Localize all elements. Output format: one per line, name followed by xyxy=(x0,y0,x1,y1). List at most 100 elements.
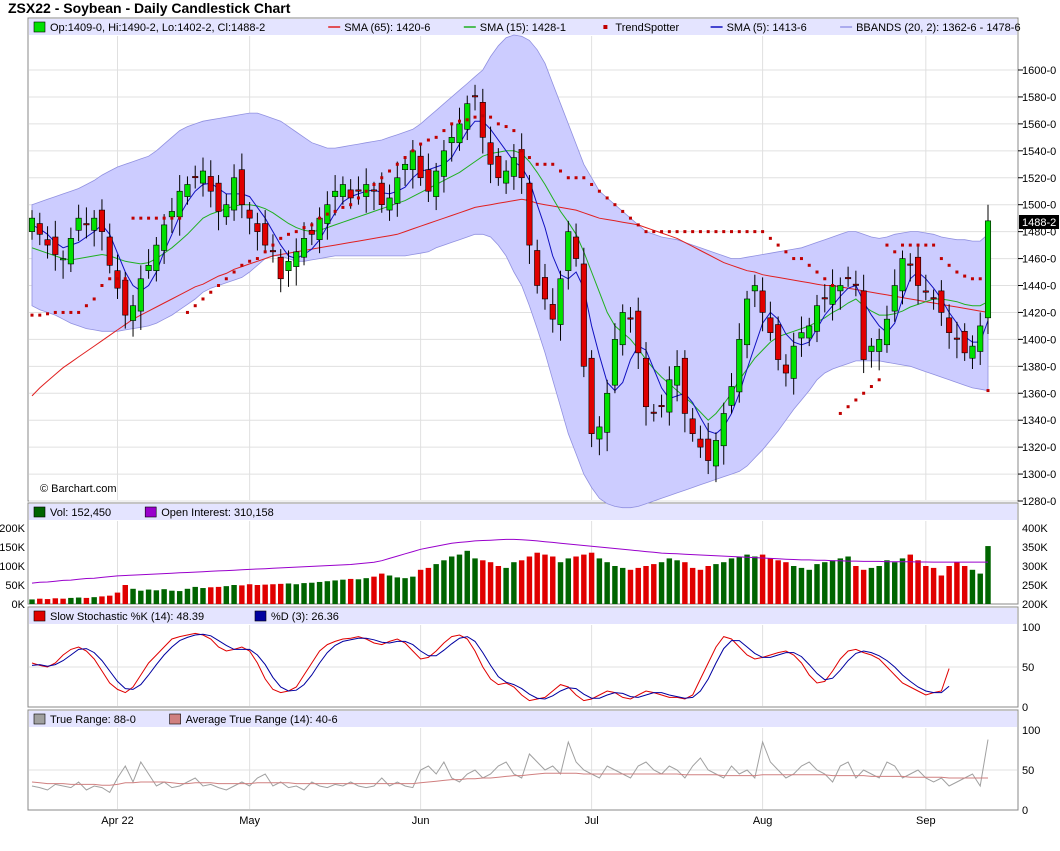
tr-tick-label: 0 xyxy=(1022,805,1028,817)
candle-body xyxy=(409,150,416,170)
candle-body xyxy=(697,438,704,448)
candle-body xyxy=(744,298,751,346)
true-range-line xyxy=(31,739,989,794)
trendspotter-dot xyxy=(597,189,601,193)
price-tick-label: 1540-0 xyxy=(1022,146,1056,158)
sma15-line xyxy=(31,150,989,421)
trendspotter-dot xyxy=(201,297,205,301)
candle-body xyxy=(534,250,541,286)
candle-body xyxy=(961,330,968,354)
trendspotter-dot xyxy=(761,230,765,234)
volume-bar xyxy=(627,569,634,604)
trendspotter-dot xyxy=(939,257,943,261)
volume-bar xyxy=(829,560,836,604)
trendspotter-dot xyxy=(388,169,392,173)
candle-body xyxy=(301,238,308,258)
volume-bar xyxy=(394,577,401,604)
trendspotter-dot xyxy=(986,389,990,393)
volume-bar xyxy=(75,597,82,604)
volume-bar xyxy=(892,562,898,604)
trendspotter-dot xyxy=(784,250,788,254)
sma5-line xyxy=(31,120,989,435)
trendspotter-dot xyxy=(92,297,96,301)
candle-body xyxy=(790,345,797,379)
candle-body xyxy=(215,182,222,212)
volume-bar xyxy=(767,558,774,604)
chart-title: ZSX22 - Soybean - Daily Candlestick Char… xyxy=(8,0,291,16)
candle-body xyxy=(604,392,611,433)
volume-bar xyxy=(169,590,175,604)
volume-bar xyxy=(713,564,719,604)
candle-body xyxy=(953,337,960,340)
candle-body xyxy=(370,189,378,192)
trendspotter-dot xyxy=(667,230,671,234)
candle-body xyxy=(681,357,688,414)
price-legend-label: TrendSpotter xyxy=(615,22,679,34)
candle-body xyxy=(456,123,463,144)
trendspotter-dot xyxy=(185,310,189,314)
trendspotter-dot xyxy=(279,236,283,240)
volume-bar xyxy=(588,552,595,604)
candle-body xyxy=(860,290,867,360)
trendspotter-dot xyxy=(193,304,197,308)
tr-tick-label: 50 xyxy=(1022,765,1034,777)
candle-body xyxy=(922,290,929,293)
trendspotter-dot xyxy=(380,176,384,180)
volume-bar xyxy=(215,586,222,604)
candle-body xyxy=(969,345,976,359)
volume-bar xyxy=(721,562,727,604)
volume-bar xyxy=(231,585,237,604)
price-tick-label: 1400-0 xyxy=(1022,334,1056,346)
candle-body xyxy=(184,184,191,197)
trendspotter-dot xyxy=(271,243,275,247)
volume-bar xyxy=(114,592,121,604)
volume-bar xyxy=(985,546,991,604)
trendspotter-dot xyxy=(318,216,322,220)
volume-legend-label: Vol: 152,450 xyxy=(50,507,111,519)
volume-bar xyxy=(876,566,882,604)
trendspotter-dot xyxy=(481,114,485,118)
volume-bar xyxy=(682,562,688,604)
trendspotter-dot xyxy=(590,182,594,186)
candle-body xyxy=(526,182,533,246)
volume-bar xyxy=(930,567,937,604)
candle-body xyxy=(845,277,852,280)
trendspotter-dot xyxy=(46,312,50,316)
trendspotter-dot xyxy=(714,230,718,234)
trendspotter-dot xyxy=(286,232,290,236)
volume-bar xyxy=(581,554,587,604)
candle-body xyxy=(635,310,642,354)
volume-bar xyxy=(643,566,649,604)
volume-bar xyxy=(783,562,789,604)
trendspotter-dot xyxy=(457,119,461,123)
candle-body xyxy=(674,366,681,386)
price-tick-label: 1580-0 xyxy=(1022,92,1056,104)
trendspotter-dot xyxy=(683,230,687,234)
price-tick-label: 1480-0 xyxy=(1022,227,1056,239)
trendspotter-dot xyxy=(325,212,329,216)
candle-body xyxy=(619,312,626,346)
volume-bar xyxy=(176,591,183,604)
candle-body xyxy=(549,304,556,320)
trendspotter-dot xyxy=(854,398,858,402)
candle-body xyxy=(503,170,510,184)
volume-bar xyxy=(309,582,315,604)
trendspotter-dot xyxy=(489,115,493,119)
trendspotter-dot xyxy=(170,216,174,220)
candle-body xyxy=(883,318,890,346)
candle-body xyxy=(829,285,836,305)
volume-bar xyxy=(573,556,579,604)
tr-legend-bar xyxy=(29,711,1017,727)
candle-body xyxy=(596,426,603,440)
candle-body xyxy=(852,283,859,286)
candle-body xyxy=(199,170,207,184)
tr-legend-swatch xyxy=(33,713,46,725)
volume-bar xyxy=(884,560,890,604)
stoch-tick-label: 0 xyxy=(1022,702,1028,714)
candle-body xyxy=(642,357,650,408)
candle-body xyxy=(938,290,945,313)
volume-bar xyxy=(37,598,43,604)
candle-body xyxy=(984,220,992,319)
trendspotter-dot xyxy=(108,277,112,281)
candle-body xyxy=(759,290,766,313)
